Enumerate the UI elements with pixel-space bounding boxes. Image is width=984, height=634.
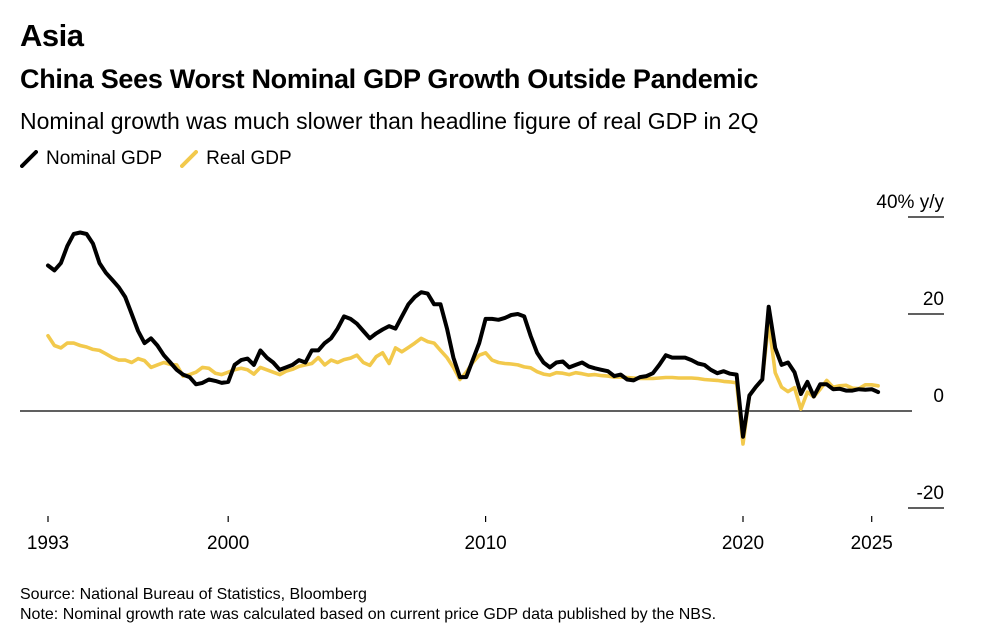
x-tick-label: 2000 (207, 533, 249, 554)
footer: Source: National Bureau of Statistics, B… (20, 585, 716, 625)
y-tick-label: 40% y/y (876, 192, 944, 213)
legend-swatch-nominal (20, 150, 38, 168)
legend-swatch-real (180, 150, 199, 168)
x-tick-label: 2025 (851, 533, 893, 554)
legend: Nominal GDP Real GDP (20, 148, 292, 170)
x-tick-label: 2020 (722, 533, 764, 554)
chart-plot: 40% y/y 20 0 -20 1993 2000 2010 2020 2025 (20, 192, 944, 554)
x-tick-label: 2010 (464, 533, 506, 554)
y-tick-label: -20 (917, 483, 944, 504)
chart-subtitle: Nominal growth was much slower than head… (20, 108, 759, 134)
chart-title: China Sees Worst Nominal GDP Growth Outs… (20, 64, 759, 94)
series-line-nominal-gdp (46, 230, 881, 439)
legend-item-nominal: Nominal GDP (20, 148, 162, 170)
x-tick-label: 1993 (27, 533, 69, 554)
kicker: Asia (20, 18, 84, 53)
source-note: Source: National Bureau of Statistics, B… (20, 586, 367, 603)
series-line-real-gdp (46, 320, 880, 446)
methodology-note: Note: Nominal growth rate was calculated… (20, 606, 717, 623)
y-tick-label: 20 (923, 289, 944, 310)
legend-label-nominal: Nominal GDP (46, 148, 163, 169)
legend-item-real: Real GDP (180, 148, 292, 170)
y-tick-label: 0 (933, 386, 944, 407)
legend-label-real: Real GDP (206, 148, 292, 169)
